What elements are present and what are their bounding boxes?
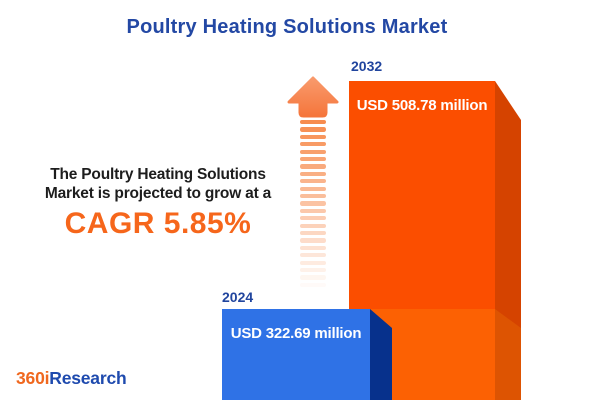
bar-2032-side-overlap	[495, 309, 521, 400]
up-arrow-icon	[287, 76, 339, 118]
arrow-stripe	[300, 157, 326, 162]
arrow-stripe	[300, 282, 326, 287]
annotation-line-2: Market is projected to grow at a	[44, 184, 272, 202]
arrow-stripe	[300, 238, 326, 243]
bar-2032-value-label: USD 508.78 million	[356, 97, 488, 114]
arrow-stripe	[300, 134, 326, 139]
arrow-stripe	[300, 164, 326, 169]
arrow-stripe	[300, 186, 326, 191]
page-title: Poultry Heating Solutions Market	[126, 16, 448, 38]
arrow-stripe	[300, 149, 326, 154]
arrow-stripe	[300, 216, 326, 221]
annotation-block: The Poultry Heating Solutions Market is …	[38, 166, 278, 241]
arrow-stripe	[300, 120, 326, 125]
bar-2024-front	[222, 309, 370, 400]
arrow-stripe	[300, 253, 326, 258]
bar-2024-side	[370, 309, 392, 400]
bar-2024-year-label: 2024	[222, 289, 254, 305]
annotation-line-1: The Poultry Heating Solutions	[50, 166, 266, 183]
arrow-stripe	[300, 208, 326, 213]
arrow-stripe	[300, 268, 326, 273]
logo-part-blue: Research	[49, 368, 127, 388]
cagr-value: CAGR 5.85%	[64, 207, 252, 240]
arrow-stripe	[300, 194, 326, 199]
arrow-stripe	[300, 223, 326, 228]
bar-2024-value-label: USD 322.69 million	[230, 325, 362, 342]
arrow-stripe	[300, 231, 326, 236]
logo-part-orange: 360i	[16, 368, 50, 388]
arrow-stripe	[300, 275, 326, 280]
arrow-stripe	[300, 142, 326, 147]
arrow-stripe	[300, 127, 326, 132]
arrow-stripe	[300, 260, 326, 265]
brand-logo: 360iResearch	[16, 368, 127, 389]
bar-2032-year-label: 2032	[351, 58, 383, 74]
arrow-stripe	[300, 245, 326, 250]
arrow-stripe	[300, 179, 326, 184]
arrow-stripe	[300, 171, 326, 176]
arrow-fade-stripes	[300, 120, 326, 292]
arrow-stripe	[300, 201, 326, 206]
